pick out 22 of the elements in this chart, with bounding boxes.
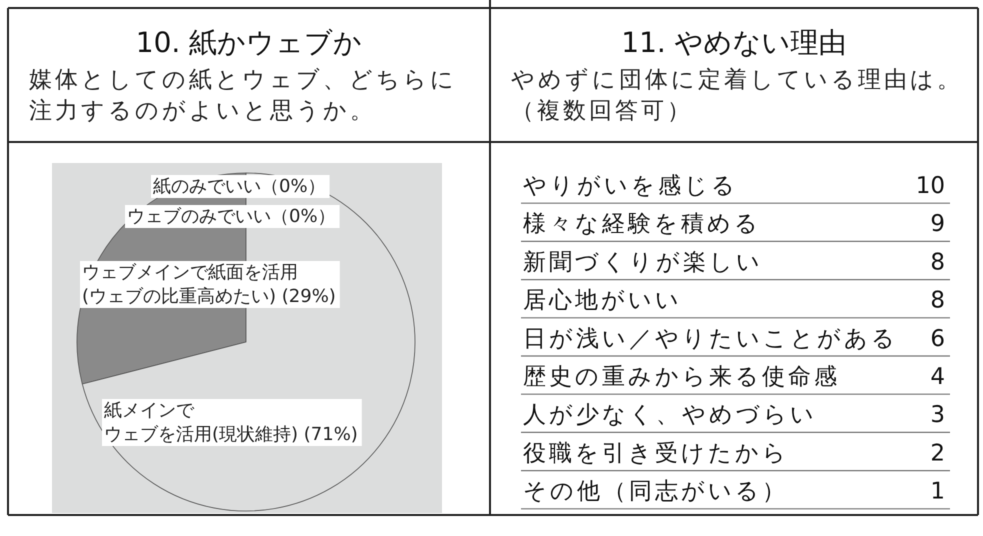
data-label: 8 <box>930 288 945 314</box>
category-label: やりがいを感じる <box>523 173 738 199</box>
text: 11. やめない理由 <box>621 26 847 59</box>
category-label: その他（同志がいる） <box>523 478 788 505</box>
chart-subtitle: 媒体としての紙とウェブ、どちらに注力するのがよいと思うか。 <box>29 67 457 124</box>
category-label: 日が浅い／やりたいことがある <box>523 326 898 352</box>
category-label: 居心地がいい <box>523 288 682 314</box>
data-label: 10 <box>916 173 945 199</box>
data-label: 6 <box>930 326 945 352</box>
category-label: 人が少なく、やめづらい <box>523 402 817 428</box>
data-label: 4 <box>930 364 945 390</box>
chart-title: 10. 紙かウェブか <box>136 26 362 59</box>
data-label: 8 <box>930 249 945 276</box>
category-label: 歴史の重みから来る使命感 <box>523 364 840 390</box>
data-label: 1 <box>930 478 945 505</box>
data-label: 2 <box>930 440 945 466</box>
category-label: 役職を引き受けたから <box>523 440 789 466</box>
data-label: 9 <box>930 211 945 238</box>
category-label: 様々な経験を積める <box>523 211 761 238</box>
category-label: 新聞づくりが楽しい <box>523 249 763 276</box>
text: やめずに団体に定着している理由は。（複数回答可） <box>511 67 963 124</box>
data-label: 3 <box>930 402 945 428</box>
